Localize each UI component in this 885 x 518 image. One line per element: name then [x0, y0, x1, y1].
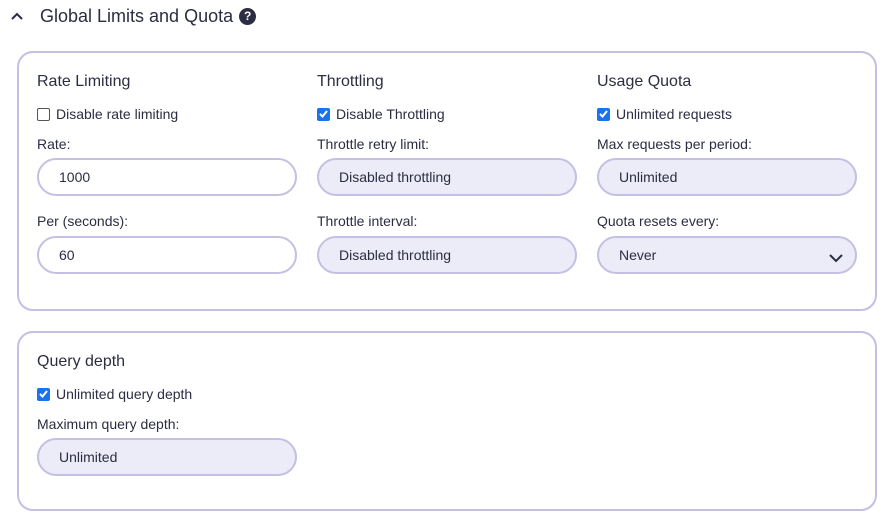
disable-throttling-checkbox[interactable]: Disable Throttling — [317, 106, 445, 122]
checkbox-checked-icon[interactable] — [597, 107, 610, 121]
checkbox-label: Disable Throttling — [336, 106, 445, 122]
quota-resets-select[interactable]: Never — [597, 236, 857, 274]
section-header[interactable]: Global Limits and Quota ? — [10, 3, 257, 29]
checkbox-checked-icon[interactable] — [37, 387, 50, 401]
checkbox-label: Disable rate limiting — [56, 106, 179, 122]
per-label: Per (seconds): — [37, 213, 129, 229]
throttle-retry-label: Throttle retry limit: — [317, 136, 430, 152]
checkbox-unchecked-icon[interactable] — [37, 107, 50, 121]
max-query-depth-label: Maximum query depth: — [37, 416, 180, 432]
max-requests-label: Max requests per period: — [597, 136, 752, 152]
help-icon[interactable]: ? — [239, 7, 257, 25]
max-query-depth-input[interactable]: Unlimited — [37, 438, 297, 476]
rate-label: Rate: — [37, 136, 71, 152]
rate-input[interactable]: 1000 — [37, 158, 297, 196]
checkbox-checked-icon[interactable] — [317, 107, 330, 121]
chevron-down-icon — [829, 250, 843, 266]
throttle-retry-input[interactable]: Disabled throttling — [317, 158, 577, 196]
checkbox-label: Unlimited requests — [616, 106, 732, 122]
throttle-interval-input[interactable]: Disabled throttling — [317, 236, 577, 274]
disable-rate-limiting-checkbox[interactable]: Disable rate limiting — [37, 106, 178, 122]
quota-resets-label: Quota resets every: — [597, 213, 720, 229]
unlimited-requests-checkbox[interactable]: Unlimited requests — [597, 106, 732, 122]
select-value: Never — [619, 247, 657, 263]
unlimited-query-depth-checkbox[interactable]: Unlimited query depth — [37, 386, 192, 402]
rate-limiting-heading: Rate Limiting — [37, 73, 131, 90]
throttle-interval-label: Throttle interval: — [317, 213, 418, 229]
limits-card: Rate Limiting Disable rate limiting Rate… — [17, 51, 877, 311]
per-seconds-input[interactable]: 60 — [37, 236, 297, 274]
max-requests-input[interactable]: Unlimited — [597, 158, 857, 196]
query-depth-card: Query depth Unlimited query depth Maximu… — [17, 331, 877, 511]
chevron-up-icon[interactable] — [10, 9, 24, 23]
section-title: Global Limits and Quota — [40, 5, 234, 26]
usage-quota-heading: Usage Quota — [597, 73, 692, 90]
throttling-heading: Throttling — [317, 73, 384, 90]
checkbox-label: Unlimited query depth — [56, 386, 193, 402]
query-depth-heading: Query depth — [37, 353, 126, 370]
